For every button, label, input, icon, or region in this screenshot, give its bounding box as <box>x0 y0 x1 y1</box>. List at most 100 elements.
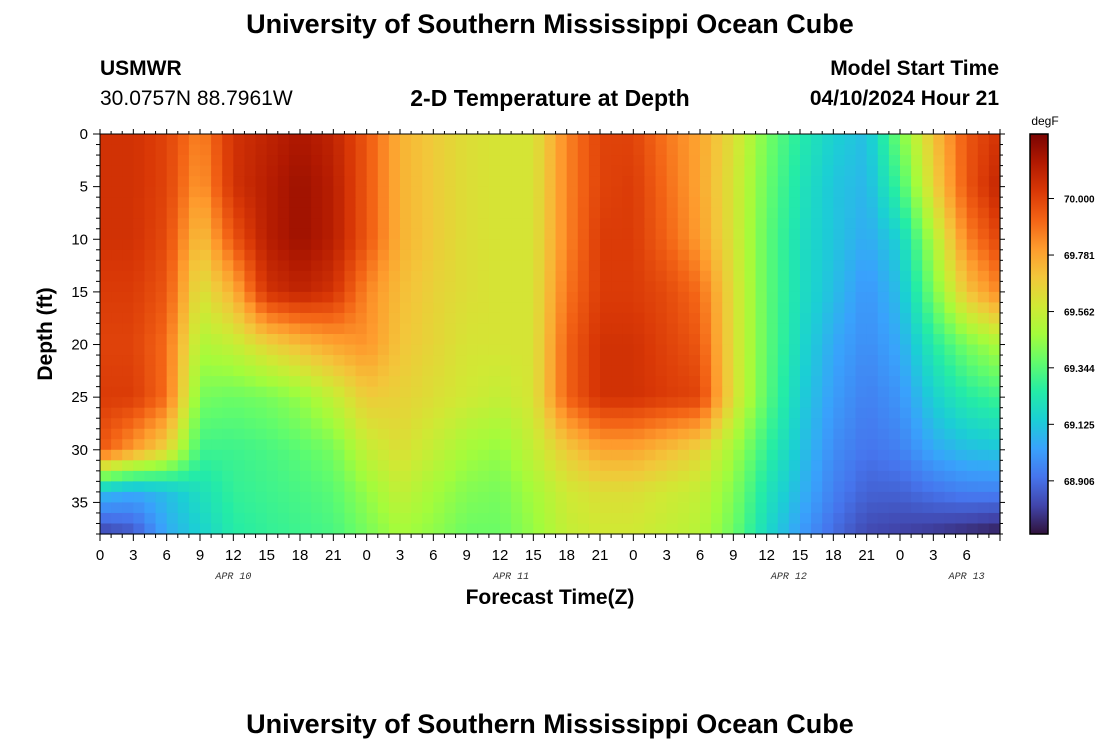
heatmap-cell <box>355 260 368 272</box>
heatmap-cell <box>733 365 746 377</box>
heatmap-cell <box>544 270 557 282</box>
heatmap-cell <box>100 176 112 188</box>
heatmap-cell <box>811 312 823 325</box>
heatmap-cell <box>222 407 234 419</box>
heatmap-cell <box>277 460 290 472</box>
heatmap-cell <box>322 449 334 461</box>
heatmap-cell <box>400 481 412 493</box>
heatmap-cell <box>122 165 134 177</box>
heatmap-cell <box>666 428 679 440</box>
heatmap-cell <box>900 312 912 325</box>
heatmap-cell <box>922 291 934 304</box>
heatmap-cell <box>900 407 912 419</box>
heatmap-cell <box>400 512 412 525</box>
heatmap-cell <box>400 134 412 146</box>
heatmap-cell <box>777 218 790 230</box>
heatmap-cell <box>388 165 401 177</box>
heatmap-cell <box>844 228 857 240</box>
heatmap-cell <box>722 134 734 146</box>
heatmap-cell <box>933 334 946 346</box>
heatmap-cell <box>711 512 723 525</box>
heatmap-cell <box>444 355 457 367</box>
heatmap-cell <box>333 312 346 325</box>
heatmap-cell <box>833 155 846 167</box>
heatmap-cell <box>877 481 890 493</box>
heatmap-cell <box>266 418 279 430</box>
heatmap-cell <box>711 260 723 272</box>
heatmap-cell <box>177 460 190 472</box>
heatmap-cell <box>455 302 468 314</box>
heatmap-cell <box>466 165 479 177</box>
heatmap-cell <box>611 228 623 240</box>
heatmap-cell <box>166 144 179 156</box>
heatmap-cell <box>444 502 457 514</box>
heatmap-cell <box>166 155 179 167</box>
heatmap-cell <box>322 470 334 482</box>
heatmap-cell <box>611 523 623 535</box>
heatmap-cell <box>755 376 768 388</box>
heatmap-cell <box>266 481 279 493</box>
heatmap-cell <box>200 512 212 525</box>
heatmap-cell <box>577 144 590 156</box>
heatmap-cell <box>755 165 768 177</box>
heatmap-cell <box>400 344 412 356</box>
heatmap-cell <box>444 439 457 451</box>
heatmap-cell <box>733 449 746 461</box>
heatmap-cell <box>444 397 457 409</box>
heatmap-cell <box>577 439 590 451</box>
heatmap-cell <box>244 470 257 482</box>
heatmap-cell <box>711 323 723 335</box>
heatmap-cell <box>466 491 479 504</box>
heatmap-cell <box>200 197 212 209</box>
y-tick-label: 10 <box>71 231 88 248</box>
heatmap-cell <box>677 334 690 346</box>
heatmap-cell <box>433 523 446 535</box>
heatmap-cell <box>911 386 923 398</box>
heatmap-cell <box>400 228 412 240</box>
heatmap-cell <box>855 397 868 409</box>
heatmap-cell <box>855 165 868 177</box>
heatmap-cell <box>977 281 990 293</box>
heatmap-cell <box>155 218 168 230</box>
heatmap-cell <box>177 281 190 293</box>
heatmap-cell <box>244 207 257 219</box>
heatmap-cell <box>355 165 368 177</box>
heatmap-cell <box>866 365 879 377</box>
heatmap-cell <box>433 291 446 304</box>
heatmap-cell <box>233 418 246 430</box>
heatmap-cell <box>800 512 812 525</box>
heatmap-cell <box>766 144 779 156</box>
heatmap-cell <box>144 281 157 293</box>
heatmap-cell <box>244 365 257 377</box>
heatmap-cell <box>355 291 368 304</box>
heatmap-cell <box>255 449 268 461</box>
heatmap-cell <box>844 239 857 251</box>
heatmap-cell <box>900 470 912 482</box>
heatmap-cell <box>222 270 234 282</box>
heatmap-cell <box>855 270 868 282</box>
heatmap-cell <box>255 439 268 451</box>
heatmap-cell <box>655 323 668 335</box>
heatmap-cell <box>566 344 579 356</box>
heatmap-cell <box>777 207 790 219</box>
date-label: APR 10 <box>214 572 251 583</box>
heatmap-cell <box>755 512 768 525</box>
heatmap-cell <box>577 418 590 430</box>
heatmap-cell <box>166 334 179 346</box>
heatmap-cell <box>633 334 646 346</box>
heatmap-cell <box>944 260 957 272</box>
heatmap-cell <box>577 218 590 230</box>
heatmap-cell <box>244 155 257 167</box>
heatmap-cell <box>755 439 768 451</box>
heatmap-cell <box>144 239 157 251</box>
heatmap-cell <box>888 502 901 514</box>
heatmap-cell <box>155 334 168 346</box>
heatmap-cell <box>744 365 757 377</box>
heatmap-cell <box>477 491 490 504</box>
heatmap-cell <box>477 207 490 219</box>
heatmap-cell <box>755 491 768 504</box>
heatmap-cell <box>500 481 512 493</box>
heatmap-cell <box>655 449 668 461</box>
heatmap-cell <box>111 386 123 398</box>
heatmap-cell <box>488 481 501 493</box>
